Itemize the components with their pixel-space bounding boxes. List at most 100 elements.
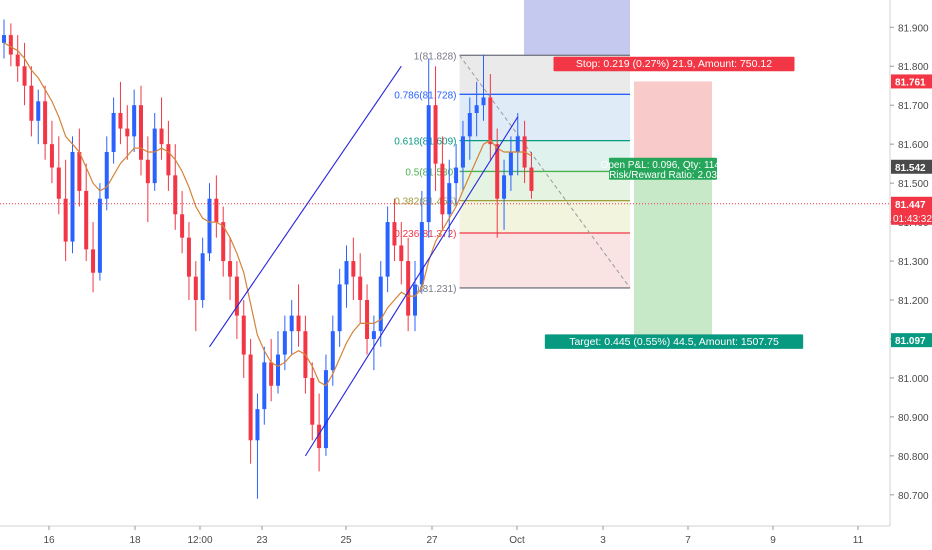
candle-body (317, 424, 322, 449)
time-tick-label: 7 (685, 535, 691, 546)
candle-body (49, 144, 54, 168)
countdown-label: 01:43:32 (893, 214, 932, 225)
price-tick-label: 81.500 (898, 179, 929, 190)
candle-body (77, 151, 82, 191)
price-tag-box (891, 333, 932, 348)
candle-body (454, 167, 459, 184)
candle-body (515, 136, 520, 152)
candle-body (70, 151, 75, 242)
candle-body (282, 331, 287, 355)
candle-body (296, 315, 301, 332)
candle-body (440, 163, 445, 215)
candle-body (8, 35, 13, 55)
candle-body (365, 300, 370, 339)
candle-body (488, 97, 493, 145)
channel-upper-line[interactable] (209, 65, 402, 348)
candle-body (91, 249, 96, 273)
fib-level-label: 0.236(81.372) (394, 229, 456, 240)
stop-label: Stop: 0.219 (0.27%) 21.9, Amount: 750.12 (576, 58, 772, 70)
candle-body (36, 101, 41, 121)
candle-body (166, 144, 171, 176)
candle-body (337, 284, 342, 332)
candle-body (15, 54, 20, 67)
candle-body (193, 276, 198, 301)
price-tick-label: 81.600 (898, 140, 929, 151)
price-tick-label: 80.800 (898, 452, 929, 463)
price-tick-label: 81.000 (898, 374, 929, 385)
take-profit-zone[interactable] (634, 166, 712, 341)
fib-trend-line (459, 55, 631, 289)
drawing-zones (459, 0, 712, 341)
candle-body (508, 151, 513, 176)
time-tick-label: 9 (770, 535, 776, 546)
moving-average (3, 42, 532, 387)
price-tick-label: 81.700 (898, 101, 929, 112)
candle-body (426, 105, 431, 223)
price-tick-label: 81.300 (898, 257, 929, 268)
candle-body (234, 276, 239, 316)
moving-average-line (3, 42, 532, 387)
current-price-tag (891, 196, 932, 225)
candle-body (63, 198, 68, 242)
fib-level-label: 0.5(81.530) (405, 167, 456, 178)
candle-body (413, 284, 417, 316)
candle-body (276, 354, 280, 386)
candle-body (97, 198, 102, 273)
candle-body (125, 128, 130, 137)
fib-level-label: 1(81.828) (414, 51, 457, 62)
time-tick-label: 11 (853, 535, 864, 546)
time-tick-label: 25 (340, 535, 352, 546)
price-tag-box (891, 74, 932, 89)
candle-body (145, 159, 150, 184)
candle-body (221, 222, 226, 262)
candle-body (344, 261, 349, 285)
fib-zone (459, 232, 630, 288)
candle-body (529, 167, 534, 191)
price-tag-label: 81.542 (895, 163, 926, 174)
overlay-labels: Stop: 0.219 (0.27%) 21.9, Amount: 750.12… (0, 56, 890, 349)
fib-zone (459, 200, 630, 233)
candle-body (392, 222, 397, 246)
candle-body (481, 97, 486, 106)
candle-body (132, 105, 137, 137)
trend-channel[interactable] (209, 65, 519, 457)
candlestick-series (2, 19, 534, 499)
time-tick-label: 27 (426, 535, 438, 546)
candle-body (29, 85, 34, 121)
price-tick-label: 81.800 (898, 62, 929, 73)
candle-body (385, 222, 390, 277)
candle-body (269, 362, 274, 386)
price-tick-label: 80.900 (898, 413, 929, 424)
stop-loss-zone[interactable] (634, 81, 712, 167)
price-tick-label: 80.700 (898, 491, 929, 502)
fib-level-label: 0.786(81.728) (394, 90, 456, 101)
fib-level-label: 0.382(81.455) (394, 197, 456, 208)
candle-body (241, 315, 246, 355)
time-tick-label: 23 (256, 535, 268, 546)
candle-body (207, 198, 212, 254)
candle-body (173, 175, 178, 215)
candle-body (460, 136, 465, 168)
pnl-label: Open P&L: 0.096, Qty: 1141 (601, 160, 726, 171)
channel-lower-line[interactable] (304, 116, 519, 457)
candle-body (467, 112, 472, 137)
candle-body (433, 105, 438, 164)
candle-body (214, 198, 219, 223)
fibonacci-retracement[interactable]: 1(81.828) 0.786(81.728) 0.618(81.609) 0.5(8… (394, 51, 631, 295)
candle-body (2, 35, 6, 43)
price-tick-label: 81.200 (898, 296, 929, 307)
candle-body (447, 183, 452, 215)
stop-label-box (553, 56, 795, 72)
candle-body (495, 144, 500, 199)
fib-level-label: 0(81.231) (414, 284, 457, 295)
time-tick-label: 3 (600, 535, 606, 546)
candle-body (371, 331, 376, 339)
candle-body (159, 128, 164, 145)
candle-body (180, 214, 185, 238)
price-tag-label: 81.097 (895, 336, 926, 347)
candle-body (406, 261, 411, 316)
candle-body (419, 222, 424, 285)
candle-body (228, 261, 233, 277)
